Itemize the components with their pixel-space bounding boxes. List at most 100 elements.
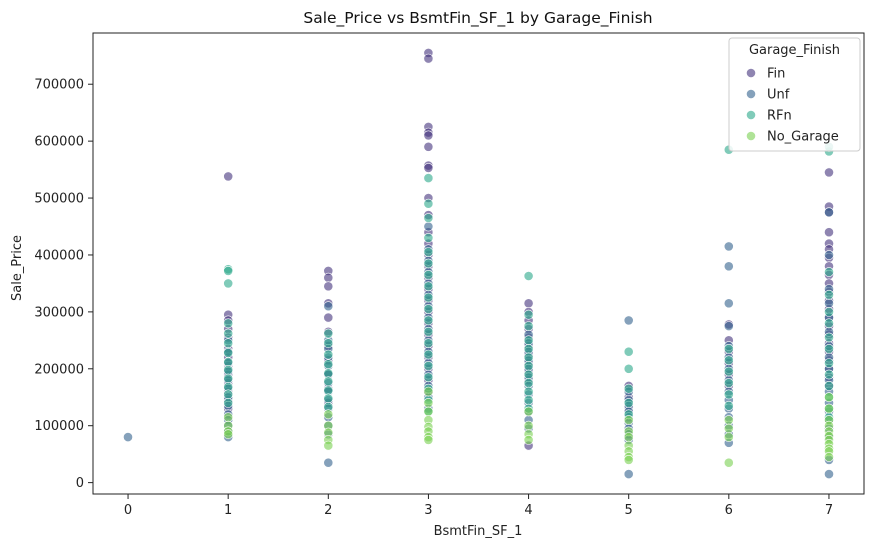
data-point-no-garage — [323, 440, 334, 451]
legend-marker — [746, 89, 756, 99]
data-point-no-garage — [523, 434, 534, 445]
data-point-fin — [824, 227, 834, 238]
data-point-rfn — [523, 395, 534, 405]
data-point-rfn — [824, 358, 834, 368]
data-point-rfn — [623, 397, 634, 408]
data-point-rfn — [423, 269, 434, 280]
data-point-rfn — [323, 376, 334, 387]
x-tick-label: 2 — [324, 503, 332, 518]
legend-title: Garage_Finish — [749, 43, 840, 58]
data-point-fin — [423, 53, 434, 64]
data-point-rfn — [523, 343, 534, 354]
data-point-rfn — [824, 289, 834, 300]
data-point-no-garage — [223, 412, 234, 423]
x-tick-label: 0 — [124, 503, 132, 518]
data-point-unf — [723, 298, 734, 309]
data-point-unf — [323, 301, 334, 312]
data-point-rfn — [423, 258, 434, 269]
data-point-no-garage — [623, 415, 634, 425]
data-point-rfn — [523, 386, 534, 397]
data-point-rfn — [423, 304, 434, 314]
x-tick-label: 3 — [424, 503, 432, 518]
legend-box — [728, 37, 861, 152]
data-point-no-garage — [223, 429, 234, 440]
legend-marker — [746, 110, 756, 120]
data-point-rfn — [523, 360, 534, 371]
data-point-rfn — [423, 360, 434, 371]
data-point-rfn — [423, 326, 434, 337]
data-point-no-garage — [723, 432, 734, 442]
data-point-no-garage — [423, 386, 434, 397]
data-point-unf — [423, 221, 434, 232]
x-tick-label: 5 — [625, 503, 633, 518]
y-tick-label: 500000 — [34, 192, 84, 207]
data-point-no-garage — [824, 403, 834, 414]
data-point-fin — [423, 141, 434, 152]
data-point-rfn — [623, 383, 634, 394]
data-point-rfn — [423, 173, 434, 183]
data-point-rfn — [824, 332, 834, 343]
data-point-rfn — [523, 352, 534, 363]
data-point-fin — [323, 312, 334, 323]
plot-frame — [92, 32, 865, 495]
legend-item-label: No_Garage — [767, 130, 839, 145]
data-point-no-garage — [824, 392, 834, 403]
data-point-rfn — [824, 380, 834, 391]
y-axis: 0 100000 200000 300000 400000 500000 600000 700… — [34, 78, 93, 491]
data-point-no-garage — [824, 452, 834, 462]
data-point-no-garage — [723, 457, 734, 468]
data-point-rfn — [824, 267, 834, 277]
data-point-unf — [824, 469, 834, 479]
data-point-no-garage — [523, 420, 534, 431]
data-point-rfn — [723, 400, 734, 411]
data-point-rfn — [824, 343, 834, 354]
data-point-rfn — [824, 369, 834, 380]
data-point-rfn — [323, 393, 334, 404]
y-tick-label: 600000 — [34, 135, 84, 150]
y-tick-label: 200000 — [34, 362, 84, 377]
data-point-rfn — [423, 247, 434, 257]
data-point-rfn — [223, 347, 234, 358]
data-point-rfn — [723, 366, 734, 377]
data-point-unf — [323, 457, 334, 468]
data-point-rfn — [523, 271, 534, 281]
data-point-rfn — [623, 346, 634, 357]
data-point-fin — [223, 171, 234, 182]
data-point-rfn — [423, 281, 434, 292]
data-point-unf — [123, 432, 133, 442]
x-tick-label: 4 — [524, 503, 532, 518]
data-point-rfn — [323, 328, 334, 339]
data-point-rfn — [623, 363, 634, 374]
data-point-rfn — [423, 213, 434, 223]
data-point-rfn — [523, 335, 534, 346]
data-point-rfn — [223, 328, 234, 339]
legend-marker — [746, 68, 756, 78]
legend-item-label: Fin — [767, 67, 785, 82]
data-point-no-garage — [423, 406, 434, 417]
data-point-unf — [723, 261, 734, 272]
data-point-rfn — [223, 397, 234, 408]
data-point-rfn — [824, 318, 834, 329]
y-tick-label: 700000 — [34, 78, 84, 93]
legend: Garage_Finish Fin Unf RFn No_Garage — [728, 37, 861, 152]
data-point-no-garage — [723, 423, 734, 434]
data-point-unf — [723, 241, 734, 252]
data-point-no-garage — [323, 409, 334, 420]
x-axis: 0 1 2 3 4 5 6 7 — [124, 494, 833, 518]
data-point-rfn — [723, 389, 734, 400]
chart-title: Sale_Price vs BsmtFin_SF_1 by Garage_Fin… — [303, 9, 652, 28]
data-point-rfn — [723, 355, 734, 366]
data-point-rfn — [423, 372, 434, 383]
data-point-unf — [824, 250, 834, 260]
data-point-fin — [523, 298, 534, 309]
data-point-rfn — [223, 338, 234, 349]
data-point-fin — [323, 281, 334, 292]
data-point-rfn — [423, 292, 434, 303]
data-point-unf — [824, 298, 834, 309]
x-tick-label: 6 — [725, 503, 733, 518]
data-point-no-garage — [423, 397, 434, 408]
data-point-rfn — [824, 306, 834, 317]
data-point-no-garage — [723, 415, 734, 425]
data-point-rfn — [723, 378, 734, 388]
data-point-rfn — [223, 389, 234, 400]
